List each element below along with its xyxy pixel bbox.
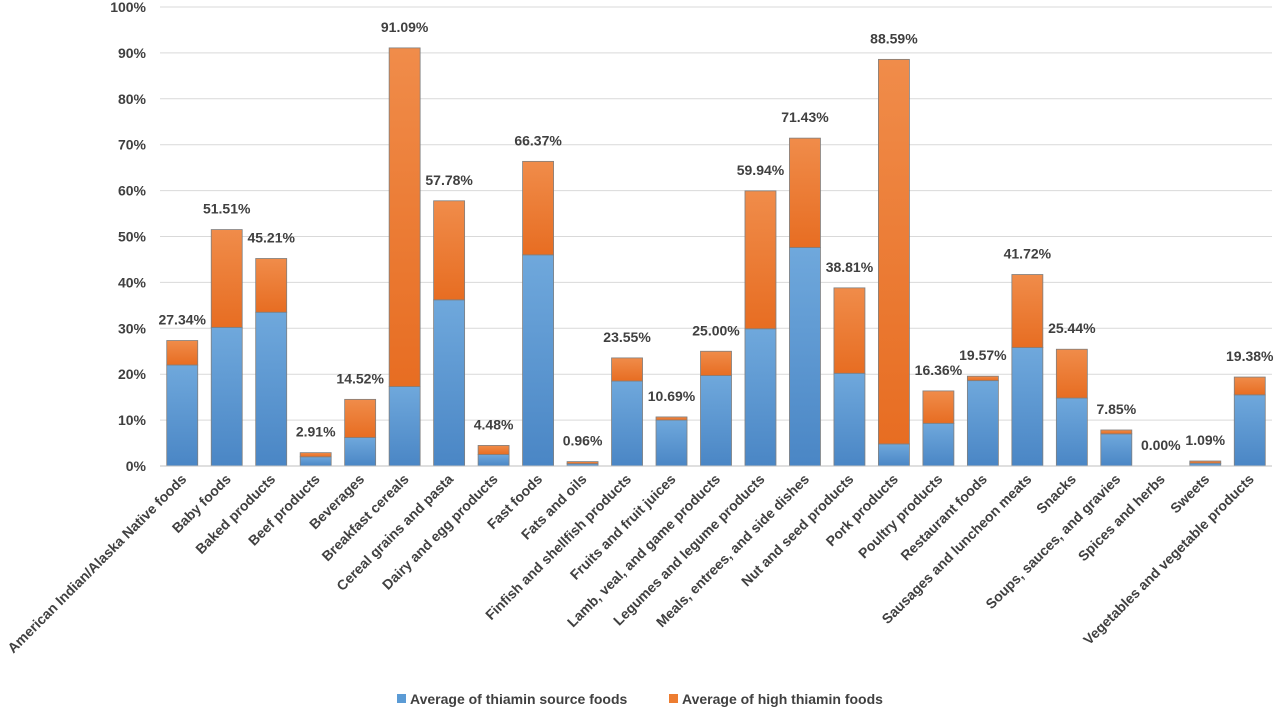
bar-segment-thiamin-source [1233,394,1266,467]
bar-segment-high-thiamin [388,47,421,387]
bar-total-label: 7.85% [1096,401,1136,417]
bars [166,47,1266,467]
bar-total-label: 25.00% [692,322,740,338]
bar-segment-high-thiamin [566,461,599,465]
bar-segment-thiamin-source [1055,397,1088,467]
bar-total-label: 88.59% [870,30,918,46]
bar-segment-thiamin-source [477,454,510,467]
y-tick-label: 70% [118,137,147,153]
bar-segment-thiamin-source [700,375,732,467]
bar-total-label: 71.43% [781,109,829,125]
y-axis-tick-labels: 0% 10% 20% 30% 40% 50% 60% 70% 80% 90% 100% [110,0,146,474]
data-labels: 27.34% 51.51% 45.21% 2.91% 14.52% 91.09% 57.78… [158,19,1274,453]
bar-segment-thiamin-source [299,456,332,467]
y-tick-label: 50% [118,229,147,245]
bar-total-label: 16.36% [915,362,963,378]
bar-total-label: 2.91% [296,424,336,440]
x-category-label: Baked products [192,471,278,557]
bar-segment-high-thiamin [210,229,243,328]
legend-label-thiamin-source: Average of thiamin source foods [410,691,628,707]
bar-segment-thiamin-source [789,247,821,467]
bar-segment-thiamin-source [255,311,288,467]
bar-segment-thiamin-source [922,422,955,467]
bar-total-label: 0.96% [563,433,603,449]
bar-segment-thiamin-source [210,326,243,467]
bar-total-label: 4.48% [474,416,514,432]
bar-segment-high-thiamin [611,357,643,382]
x-axis-category-labels: American Indian/Alaska Native foodsBaby … [4,471,1257,656]
y-tick-label: 100% [110,0,146,15]
bar-segment-thiamin-source [611,380,643,467]
bar-segment-thiamin-source [878,443,910,467]
legend-label-high-thiamin: Average of high thiamin foods [682,691,883,707]
bar-total-label: 1.09% [1185,432,1225,448]
bar-segment-thiamin-source [522,254,554,467]
bar-total-label: 0.00% [1141,437,1181,453]
bar-segment-high-thiamin [344,398,377,438]
legend-swatch-thiamin-source [397,694,406,703]
legend-swatch-high-thiamin [669,694,678,703]
bar-segment-high-thiamin [299,452,332,458]
bar-segment-high-thiamin [522,160,554,256]
bar-segment-thiamin-source [388,386,421,467]
bar-segment-high-thiamin [1189,460,1222,464]
y-tick-label: 0% [126,458,147,474]
bar-total-label: 25.44% [1048,320,1096,336]
bar-total-label: 14.52% [336,370,384,386]
bar-segment-high-thiamin [744,190,777,330]
bar-segment-high-thiamin [833,287,866,374]
bar-segment-thiamin-source [744,328,777,467]
bar-segment-thiamin-source [166,364,199,467]
y-tick-label: 10% [118,412,147,428]
bar-segment-high-thiamin [966,375,999,382]
bar-segment-thiamin-source [433,299,466,467]
bar-total-label: 23.55% [603,329,651,345]
x-category-label: Poultry products [855,471,946,562]
bar-segment-thiamin-source [833,372,866,467]
bar-segment-high-thiamin [1011,274,1044,348]
bar-segment-thiamin-source [966,380,999,467]
bar-segment-high-thiamin [255,258,288,313]
y-tick-label: 30% [118,320,147,336]
bar-segment-high-thiamin [700,350,732,376]
x-category-label: American Indian/Alaska Native foods [4,471,189,656]
bar-total-label: 57.78% [425,172,473,188]
bar-segment-high-thiamin [878,58,910,445]
bar-total-label: 91.09% [381,19,429,35]
bar-total-label: 19.57% [959,347,1007,363]
y-tick-label: 20% [118,366,147,382]
bar-total-label: 10.69% [648,388,696,404]
bar-segment-thiamin-source [344,437,377,467]
bar-segment-thiamin-source [1100,433,1133,467]
x-category-label: Spices and herbs [1075,471,1168,564]
bar-segment-high-thiamin [1100,429,1133,435]
bar-total-label: 59.94% [737,162,785,178]
bar-segment-high-thiamin [1055,348,1088,399]
bar-segment-high-thiamin [166,340,199,366]
bar-total-label: 45.21% [247,229,295,245]
y-tick-label: 90% [118,45,147,61]
bar-total-label: 66.37% [514,132,562,148]
bar-total-label: 51.51% [203,201,251,217]
bar-segment-thiamin-source [655,419,688,467]
bar-total-label: 19.38% [1226,348,1274,364]
legend: Average of thiamin source foods Average … [397,691,883,707]
bar-segment-high-thiamin [1233,376,1266,396]
y-tick-label: 60% [118,183,147,199]
bar-segment-high-thiamin [655,416,688,421]
bar-total-label: 38.81% [826,259,874,275]
bar-segment-high-thiamin [789,137,821,248]
bar-segment-thiamin-source [1011,347,1044,467]
bar-segment-high-thiamin [477,445,510,455]
bar-segment-high-thiamin [433,200,466,301]
y-tick-label: 40% [118,274,147,290]
bar-total-label: 41.72% [1004,246,1052,262]
y-tick-label: 80% [118,91,147,107]
bar-total-label: 27.34% [158,312,206,328]
bar-segment-high-thiamin [922,390,955,424]
